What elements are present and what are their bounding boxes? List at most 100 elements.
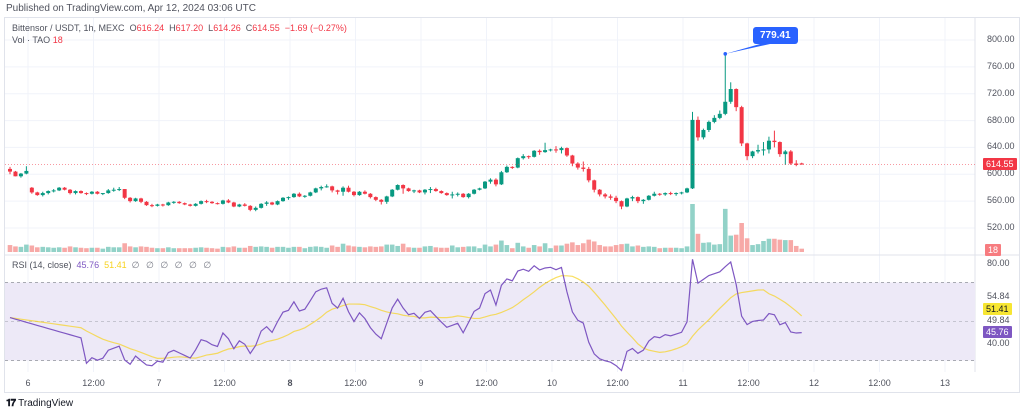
candle-body xyxy=(592,180,597,190)
candle-body xyxy=(493,179,498,185)
volume-bar xyxy=(744,238,750,252)
volume-bar xyxy=(215,248,220,252)
candle-body xyxy=(248,205,253,210)
candle-body xyxy=(554,149,558,151)
volume-bar xyxy=(400,243,406,252)
candle-body xyxy=(324,186,329,188)
candle-body xyxy=(384,196,389,202)
candle-body xyxy=(199,201,204,204)
volume-bar xyxy=(608,246,613,252)
candle-body xyxy=(286,197,291,199)
volume-bar xyxy=(466,246,471,252)
candle-body xyxy=(706,121,711,130)
volume-bar xyxy=(706,242,712,252)
candle-body xyxy=(188,204,193,206)
volume-bar xyxy=(258,246,264,252)
volume-bar xyxy=(247,245,253,252)
candle-body xyxy=(319,187,324,189)
volume-bar xyxy=(264,246,269,252)
candle-body xyxy=(117,189,122,191)
time-tick: 9 xyxy=(418,378,424,388)
volume-bar xyxy=(482,244,488,252)
candle-body xyxy=(750,151,755,157)
volume-bar xyxy=(581,243,586,252)
candle-body xyxy=(122,189,127,198)
candle-body xyxy=(543,150,548,153)
candle-body xyxy=(242,204,247,206)
candle-body xyxy=(777,142,782,155)
candle-body xyxy=(259,203,264,208)
candle-body xyxy=(144,201,149,206)
volume-bar xyxy=(772,238,777,252)
volume-bar xyxy=(89,247,95,252)
price-tick: 760.00 xyxy=(987,60,1015,71)
candle-body xyxy=(362,191,367,194)
candle-body xyxy=(526,156,531,158)
volume-bar xyxy=(597,245,602,252)
candle-body xyxy=(674,193,679,195)
volume-bar xyxy=(766,238,772,252)
volume-bar xyxy=(209,248,215,252)
candle-body xyxy=(794,163,799,165)
volume-bar xyxy=(591,241,597,252)
volume-label[interactable]: Vol · TAO xyxy=(12,35,51,45)
change-value: −1.69 (−0.27%) xyxy=(284,23,347,33)
volume-bar xyxy=(351,246,357,252)
candle-body xyxy=(488,179,493,182)
candle-body xyxy=(78,191,83,194)
volume-bar xyxy=(138,246,144,252)
candle-body xyxy=(193,203,198,206)
volume-bar xyxy=(531,245,537,252)
candle-body xyxy=(564,148,569,156)
candle-body xyxy=(444,193,449,196)
candle-body xyxy=(717,113,722,118)
volume-bar xyxy=(559,245,564,252)
volume-bar xyxy=(78,247,84,252)
price-tick: 720.00 xyxy=(987,87,1015,98)
volume-bar xyxy=(761,241,766,252)
time-tick: 12:00 xyxy=(344,378,367,388)
volume-bar xyxy=(204,247,209,252)
candle-body xyxy=(215,203,220,205)
candle-body xyxy=(695,119,700,138)
symbol-name[interactable]: Bittensor / USDT, 1h, MEXC xyxy=(12,23,125,33)
rsi-ma-line xyxy=(9,275,803,359)
price-tick: 640.00 xyxy=(987,141,1015,152)
volume-bar xyxy=(297,246,302,252)
brand-name[interactable]: TradingView xyxy=(18,398,74,409)
volume-bar xyxy=(187,248,193,252)
volume-bar xyxy=(439,247,444,252)
volume-bar xyxy=(651,246,657,252)
volume-bar xyxy=(105,246,111,252)
low-value: 614.26 xyxy=(213,23,241,33)
chart-frame xyxy=(4,17,1020,393)
volume-bar xyxy=(695,233,701,252)
volume-bar xyxy=(553,245,559,252)
volume-bar xyxy=(542,243,548,252)
candle-body xyxy=(357,191,362,196)
candle-body xyxy=(379,199,384,202)
volume-bar xyxy=(641,246,646,252)
volume-bar xyxy=(471,246,477,252)
candle-body xyxy=(761,149,766,151)
candle-body xyxy=(237,204,242,207)
volume-bar xyxy=(548,248,553,252)
candle-body xyxy=(499,172,504,185)
candle-body xyxy=(745,143,750,157)
candle-body xyxy=(466,193,471,198)
candle-body xyxy=(368,193,373,198)
volume-bar xyxy=(728,235,734,252)
volume-bar xyxy=(335,246,340,252)
candle-body xyxy=(603,194,608,197)
rsi-label[interactable]: RSI (14, close) xyxy=(12,260,72,270)
candle-body xyxy=(581,167,586,169)
volume-bar xyxy=(673,247,679,252)
candle-body xyxy=(68,189,73,194)
candle-body xyxy=(133,198,138,202)
candle-body xyxy=(734,89,739,108)
volume-bar xyxy=(526,247,531,252)
volume-bar xyxy=(373,246,379,252)
candle-body xyxy=(51,190,56,192)
high-marker xyxy=(723,52,728,56)
